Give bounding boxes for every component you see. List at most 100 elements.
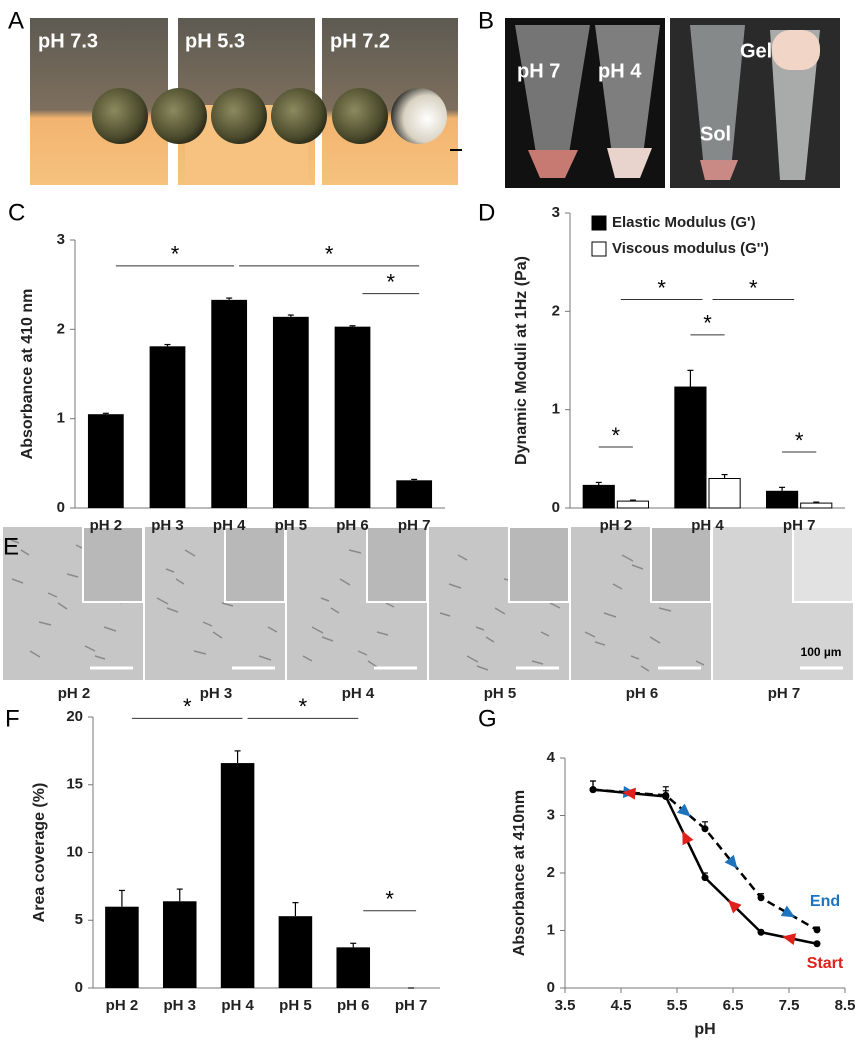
x-tick-label: pH 5	[275, 517, 308, 534]
series-label: End	[810, 893, 840, 910]
crystal	[311, 626, 324, 634]
micrograph-label: pH 3	[200, 685, 233, 702]
panel-label: F	[5, 705, 20, 732]
panel-label: D	[478, 199, 495, 226]
micrograph-inset	[82, 526, 144, 603]
bar	[211, 299, 248, 508]
point	[813, 940, 821, 948]
crystal	[630, 655, 640, 660]
crystal	[267, 626, 278, 633]
y-axis-label: Absorbance at 410nm	[511, 790, 528, 956]
line	[592, 788, 818, 932]
bar	[87, 414, 124, 508]
x-tick-label: 4.5	[611, 997, 632, 1014]
well	[151, 88, 207, 144]
crystal	[348, 549, 362, 554]
bar	[674, 386, 707, 509]
x-tick-label: pH 6	[337, 997, 370, 1014]
crystal	[658, 607, 672, 612]
point	[701, 825, 709, 833]
x-tick-label: 5.5	[667, 997, 688, 1014]
y-tick-label: 3	[552, 204, 560, 221]
crystal	[175, 578, 185, 585]
micrograph-label: pH 2	[58, 685, 91, 702]
y-tick-label: 1	[547, 921, 555, 938]
crystal	[457, 554, 468, 561]
bar	[334, 326, 371, 508]
x-tick-label: pH 4	[213, 517, 246, 534]
point	[757, 894, 765, 902]
legend-label: Elastic Modulus (G')	[612, 214, 756, 231]
y-tick-label: 10	[66, 843, 83, 860]
x-tick-label: pH 7	[398, 517, 431, 534]
y-tick-label: 2	[57, 320, 65, 337]
bar	[766, 490, 799, 509]
direction-arrow	[676, 803, 691, 817]
micrograph-inset	[366, 526, 428, 603]
y-tick-label: 2	[547, 864, 555, 881]
crystal	[94, 655, 106, 660]
micrograph-inset	[792, 526, 854, 603]
crystal	[103, 626, 117, 632]
panel-label: C	[8, 199, 25, 226]
y-axis-label: Area coverage (%)	[31, 783, 48, 923]
significance-label: *	[387, 269, 396, 294]
well	[211, 88, 267, 144]
micrograph-label: pH 6	[626, 685, 659, 702]
y-tick-label: 3	[547, 806, 555, 823]
series-label: Start	[807, 955, 844, 972]
x-tick-label: 3.5	[555, 997, 576, 1014]
x-tick-label: pH 4	[221, 997, 254, 1014]
x-tick-label: pH 3	[151, 517, 184, 534]
bar	[396, 480, 433, 508]
direction-arrow	[727, 900, 742, 914]
crystal	[20, 549, 30, 556]
crystal	[376, 631, 389, 636]
point	[701, 874, 709, 882]
x-tick-label: pH 7	[395, 997, 428, 1014]
bar	[582, 484, 615, 509]
significance-label: *	[171, 242, 180, 267]
x-tick-label: pH 2	[106, 997, 139, 1014]
crystal	[212, 631, 223, 639]
x-tick-label: pH 5	[279, 997, 312, 1014]
y-axis-label: Absorbance at 410 nm	[19, 289, 36, 460]
photo-label: pH 7.3	[38, 30, 98, 52]
photo-label: pH 7.2	[330, 30, 390, 52]
photo-label: pH 4	[598, 60, 642, 82]
crystal	[330, 607, 340, 614]
y-tick-label: 15	[66, 776, 83, 793]
significance-label: *	[385, 887, 394, 912]
crystal	[38, 621, 52, 626]
significance-label: *	[657, 275, 666, 300]
crystal	[640, 665, 650, 672]
bar	[220, 763, 255, 988]
direction-arrow	[682, 830, 694, 846]
significance-label: *	[325, 242, 334, 267]
bar	[149, 346, 186, 508]
crystal	[549, 602, 561, 609]
micrograph-inset	[224, 526, 286, 603]
crystal	[156, 597, 169, 605]
crystal	[47, 592, 58, 598]
bar	[278, 916, 313, 988]
crystal	[302, 655, 313, 662]
crystal	[540, 631, 550, 637]
tube	[690, 25, 745, 180]
y-tick-label: 5	[75, 911, 83, 928]
panel-label: B	[478, 7, 494, 34]
direction-arrow	[622, 787, 636, 800]
crystal	[10, 539, 20, 544]
y-tick-label: 1	[552, 401, 560, 418]
y-tick-label: 3	[57, 231, 65, 248]
x-tick-label: pH 2	[90, 517, 123, 534]
crystal	[466, 655, 479, 663]
scale-bar-label: 100 µm	[801, 645, 842, 659]
x-tick-label: pH 2	[600, 517, 633, 534]
direction-arrow	[724, 854, 738, 869]
x-tick-label: pH 6	[336, 517, 369, 534]
crystal	[594, 641, 606, 646]
direction-arrow	[780, 905, 796, 918]
y-tick-label: 20	[66, 708, 83, 725]
